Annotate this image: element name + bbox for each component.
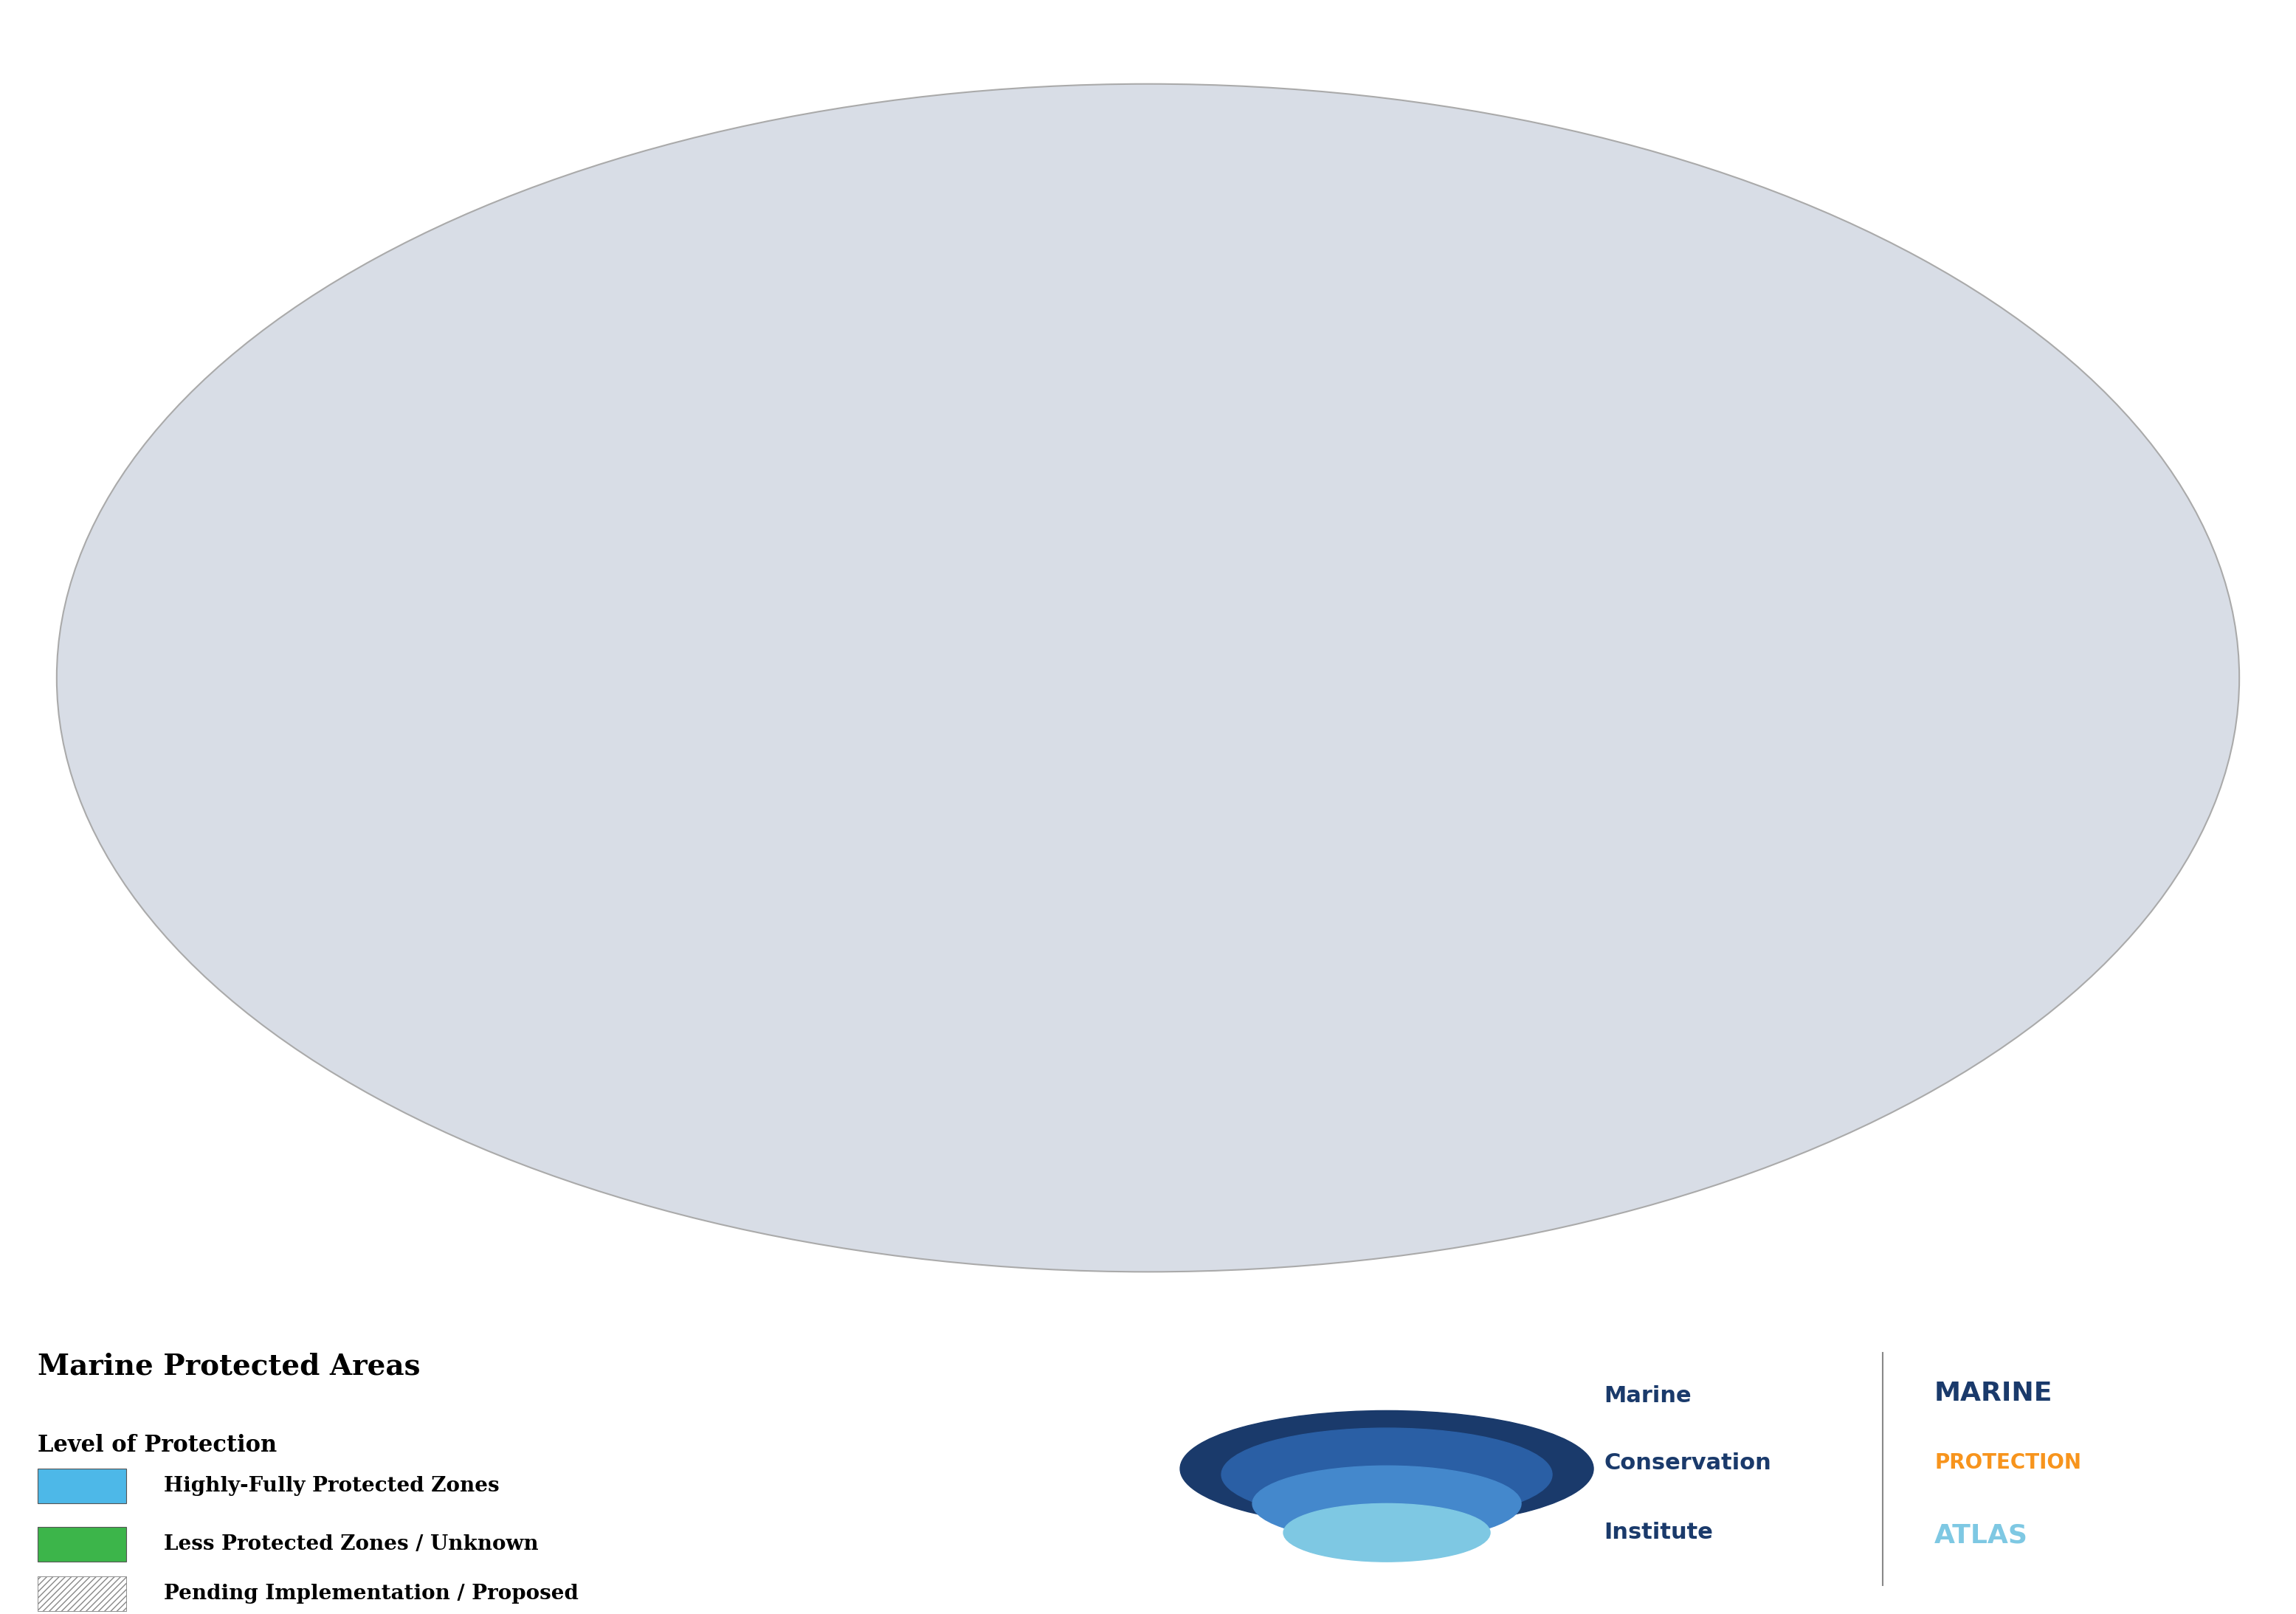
Text: Marine Protected Areas: Marine Protected Areas: [37, 1353, 420, 1380]
Text: Level of Protection: Level of Protection: [37, 1433, 278, 1457]
Text: ATLAS: ATLAS: [1933, 1524, 2027, 1548]
Circle shape: [1180, 1411, 1593, 1527]
FancyBboxPatch shape: [37, 1527, 126, 1562]
FancyBboxPatch shape: [37, 1577, 126, 1611]
Circle shape: [1221, 1428, 1552, 1520]
Text: Marine: Marine: [1603, 1385, 1692, 1407]
Text: Institute: Institute: [1603, 1522, 1713, 1543]
Text: Highly-Fully Protected Zones: Highly-Fully Protected Zones: [165, 1477, 501, 1496]
Text: MARINE: MARINE: [1933, 1380, 2053, 1406]
Circle shape: [1254, 1466, 1520, 1541]
Ellipse shape: [57, 84, 2239, 1272]
Text: Conservation: Conservation: [1603, 1453, 1770, 1474]
Text: Less Protected Zones / Unknown: Less Protected Zones / Unknown: [165, 1535, 540, 1554]
FancyBboxPatch shape: [37, 1469, 126, 1504]
Circle shape: [1283, 1504, 1490, 1562]
Text: PROTECTION: PROTECTION: [1933, 1453, 2080, 1474]
Text: Pending Implementation / Proposed: Pending Implementation / Proposed: [165, 1583, 579, 1604]
